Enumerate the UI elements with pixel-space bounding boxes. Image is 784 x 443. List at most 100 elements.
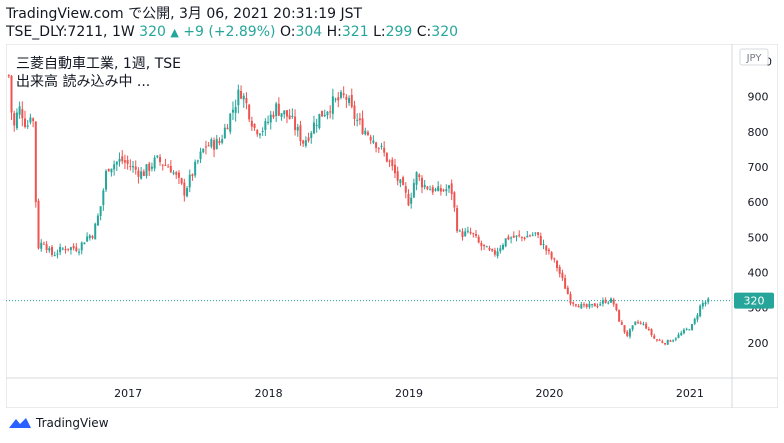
open-label: O: — [279, 24, 296, 40]
candle-body — [269, 114, 272, 123]
candle-body — [456, 208, 459, 232]
candle-body — [153, 157, 156, 169]
candle-body — [75, 247, 78, 251]
candle-body — [647, 329, 650, 331]
candle-body — [404, 186, 407, 193]
candle-body — [199, 151, 202, 160]
candle-body — [620, 322, 623, 325]
candle-body — [156, 155, 159, 158]
candle-body — [196, 160, 199, 162]
candle-body — [583, 304, 586, 306]
high-value: 321 — [341, 24, 369, 40]
candle-body — [612, 299, 615, 305]
candle-body — [169, 165, 172, 173]
candle-body — [126, 160, 129, 164]
candle-body — [364, 130, 367, 135]
candle-body — [688, 329, 691, 331]
candle-body — [213, 140, 216, 150]
candle-body — [547, 249, 550, 252]
candle-body — [267, 121, 270, 123]
candle-body — [248, 104, 251, 120]
candle-body — [499, 248, 502, 252]
candle-body — [24, 118, 27, 127]
candle-body — [134, 166, 137, 170]
candle-body — [40, 242, 43, 249]
low-value: 299 — [385, 24, 413, 40]
time-tick-label: 2017 — [114, 387, 142, 400]
time-tick-label: 2018 — [255, 387, 283, 400]
candle-body — [164, 165, 167, 167]
candle-body — [520, 236, 523, 238]
candle-body — [350, 94, 353, 107]
candle-body — [296, 126, 299, 131]
candle-body — [558, 266, 561, 274]
time-axis: 2017 2018 2019 2020 2021 — [114, 387, 704, 400]
price-chart[interactable]: 2003004005006007008009001000 20172018201… — [6, 44, 778, 408]
candle-body — [356, 119, 359, 121]
candle-body — [56, 253, 59, 255]
candle-body — [64, 248, 67, 251]
candle-body — [696, 315, 699, 320]
candle-body — [464, 231, 467, 237]
candle-body — [610, 298, 613, 303]
candle-body — [221, 139, 224, 143]
candle-body — [302, 140, 305, 144]
candle-body — [450, 183, 453, 195]
high-label: H: — [326, 24, 342, 40]
candle-body — [369, 136, 372, 141]
candle-body — [553, 258, 556, 260]
candle-body — [234, 106, 237, 113]
candle-body — [277, 103, 280, 116]
candle-body — [215, 138, 218, 150]
candle-body — [474, 234, 477, 236]
candle-body — [231, 109, 234, 113]
candle-body — [518, 234, 521, 236]
candle-body — [607, 302, 610, 304]
candle-body — [67, 248, 70, 250]
candle-body — [523, 237, 526, 239]
candle-body — [59, 246, 62, 253]
candle-body — [653, 335, 656, 339]
candle-body — [29, 117, 32, 123]
candle-body — [569, 293, 572, 304]
last-price: 320 — [139, 24, 166, 40]
candle-body — [80, 242, 83, 251]
candle-body — [37, 200, 40, 249]
candle-body — [88, 235, 91, 239]
candle-body — [121, 156, 124, 162]
candle-body — [637, 322, 640, 324]
candle-body — [69, 247, 72, 251]
candle-body — [361, 118, 364, 134]
candle-body — [107, 169, 110, 172]
candle-body — [348, 98, 351, 104]
candle-body — [402, 177, 405, 186]
candle-body — [393, 164, 396, 174]
candle-body — [261, 130, 264, 132]
last-price-badge-text: 320 — [744, 295, 765, 308]
candle-body — [561, 272, 564, 279]
price-change: +9 (+2.89%) — [183, 24, 276, 40]
candle-body — [388, 160, 391, 162]
candle-body — [539, 235, 542, 246]
candle-body — [299, 125, 302, 142]
candle-body — [32, 118, 35, 121]
candle-body — [682, 329, 685, 334]
candle-body — [399, 179, 402, 184]
candle-body — [537, 232, 540, 236]
candle-body — [188, 174, 191, 188]
candle-body — [245, 98, 248, 104]
candle-body — [229, 113, 232, 132]
candle-body — [115, 161, 118, 165]
candle-body — [415, 172, 418, 185]
candle-body — [437, 186, 440, 192]
candle-body — [439, 188, 442, 192]
candle-body — [183, 182, 186, 196]
candle-body — [34, 121, 37, 203]
volume-loading-label: 出来高 読み込み中 ... — [16, 73, 150, 90]
tradingview-logo-icon — [9, 418, 31, 428]
candle-body — [240, 90, 243, 99]
candle-body — [145, 164, 148, 176]
time-tick-label: 2019 — [395, 387, 423, 400]
candle-body — [666, 339, 669, 345]
currency-label: JPY — [746, 53, 763, 64]
